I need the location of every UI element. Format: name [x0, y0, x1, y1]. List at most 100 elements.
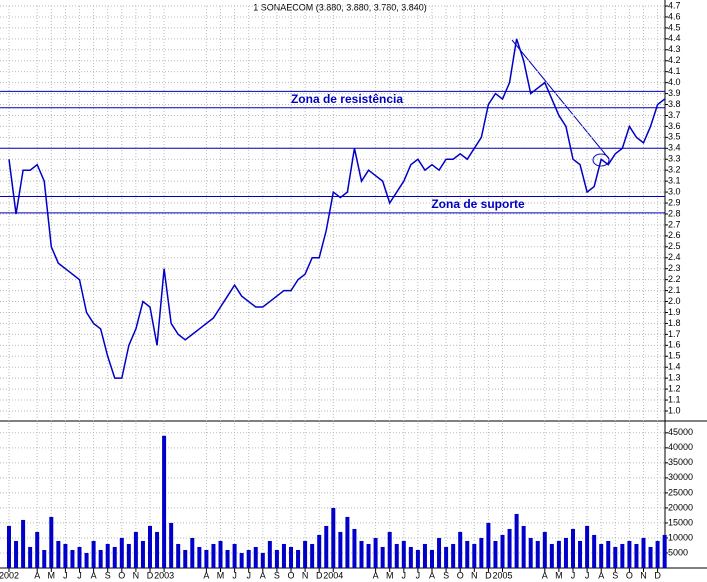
- volume-bar: [162, 435, 167, 568]
- volume-bar: [514, 513, 519, 568]
- x-tick-label: 2003: [154, 570, 174, 580]
- volume-bar: [422, 543, 427, 568]
- y-tick-label: 1.0: [668, 405, 681, 415]
- y-tick-label: 4.4: [668, 33, 681, 43]
- x-tick-label: D: [316, 570, 323, 580]
- volume-bar: [35, 531, 40, 568]
- x-tick-label: O: [118, 570, 125, 580]
- x-tick-label: A: [429, 570, 435, 580]
- volume-bar: [211, 543, 216, 568]
- volume-bar: [401, 540, 406, 568]
- y-tick-label: 1.8: [668, 318, 681, 328]
- volume-bar: [641, 537, 646, 568]
- volume-bar: [585, 525, 590, 568]
- x-tick-label: N: [471, 570, 478, 580]
- volume-bar: [239, 552, 244, 568]
- volume-bar: [317, 534, 322, 568]
- volume-bar: [253, 546, 258, 568]
- x-tick-label: D: [654, 570, 661, 580]
- volume-bar: [105, 543, 110, 568]
- x-tick-label: A: [542, 570, 548, 580]
- volume-bar: [662, 534, 667, 568]
- y-tick-label: 4.6: [668, 11, 681, 21]
- y2-tick-label: 15000: [668, 517, 693, 527]
- x-tick-label: J: [402, 570, 407, 580]
- volume-bar: [21, 519, 26, 568]
- x-tick-label: 2004: [323, 570, 343, 580]
- volume-bar: [549, 543, 554, 568]
- x-tick-label: A: [373, 570, 379, 580]
- volume-bar: [98, 549, 103, 568]
- x-tick-label: N: [640, 570, 647, 580]
- volume-bar: [493, 540, 498, 568]
- volume-bar: [521, 525, 526, 568]
- volume-bar: [472, 543, 477, 568]
- volume-bar: [458, 531, 463, 568]
- volume-bar: [338, 531, 343, 568]
- x-tick-label: J: [246, 570, 251, 580]
- x-tick-label: 2002: [0, 570, 19, 580]
- y-tick-label: 1.7: [668, 329, 681, 339]
- volume-bar: [373, 537, 378, 568]
- volume-bar: [49, 516, 54, 568]
- y-tick-label: 2.6: [668, 230, 681, 240]
- x-tick-label: N: [302, 570, 309, 580]
- y-tick-label: 4.1: [668, 66, 681, 76]
- volume-bar: [380, 546, 385, 568]
- annotation: Zona de suporte: [431, 197, 525, 211]
- volume-bar: [430, 549, 434, 568]
- y-tick-label: 3.3: [668, 154, 681, 164]
- x-tick-label: S: [105, 570, 111, 580]
- y-tick-label: 2.9: [668, 197, 681, 207]
- x-tick-label: A: [598, 570, 604, 580]
- y-tick-label: 3.1: [668, 176, 681, 186]
- volume-bar: [655, 540, 660, 568]
- x-tick-label: O: [287, 570, 294, 580]
- volume-bar: [599, 543, 604, 568]
- y-tick-label: 2.0: [668, 296, 681, 306]
- x-tick-label: 2005: [492, 570, 512, 580]
- x-tick-label: D: [485, 570, 492, 580]
- y2-tick-label: 20000: [668, 502, 693, 512]
- volume-bar: [556, 540, 561, 568]
- y-tick-label: 2.5: [668, 241, 681, 251]
- volume-bar: [345, 516, 350, 568]
- y2-tick-label: 25000: [668, 487, 693, 497]
- volume-bar: [84, 552, 89, 568]
- volume-bar: [542, 531, 547, 568]
- volume-bar: [528, 537, 533, 568]
- volume-bar: [563, 537, 568, 568]
- y-tick-label: 2.7: [668, 219, 681, 229]
- y-tick-label: 3.0: [668, 186, 681, 196]
- y-tick-label: 3.7: [668, 110, 681, 120]
- x-tick-label: S: [612, 570, 618, 580]
- volume-bar: [324, 525, 329, 568]
- volume-bar: [169, 522, 174, 568]
- volume-bar: [197, 546, 202, 568]
- y-tick-label: 4.5: [668, 22, 681, 32]
- volume-bar: [133, 531, 138, 568]
- y2-tick-label: 40000: [668, 442, 693, 452]
- volume-bar: [70, 549, 75, 568]
- volume-bar: [183, 549, 188, 568]
- y-tick-label: 1.9: [668, 307, 681, 317]
- y2-tick-label: 35000: [668, 457, 693, 467]
- y-tick-label: 3.4: [668, 143, 681, 153]
- volume-bar: [91, 540, 96, 568]
- x-tick-label: A: [91, 570, 97, 580]
- volume-bar: [359, 540, 364, 568]
- volume-bar: [571, 528, 575, 568]
- x-tick-label: A: [260, 570, 266, 580]
- annotation: Zona de resistência: [291, 92, 403, 106]
- volume-bar: [176, 543, 181, 568]
- y2-tick-label: 10000: [668, 532, 693, 542]
- volume-bar: [119, 537, 124, 568]
- volume-bar: [63, 543, 68, 568]
- x-tick-label: J: [77, 570, 82, 580]
- volume-bar: [56, 540, 61, 568]
- x-tick-label: A: [203, 570, 209, 580]
- y-tick-label: 3.8: [668, 99, 681, 109]
- x-tick-label: J: [416, 570, 421, 580]
- x-tick-label: J: [571, 570, 576, 580]
